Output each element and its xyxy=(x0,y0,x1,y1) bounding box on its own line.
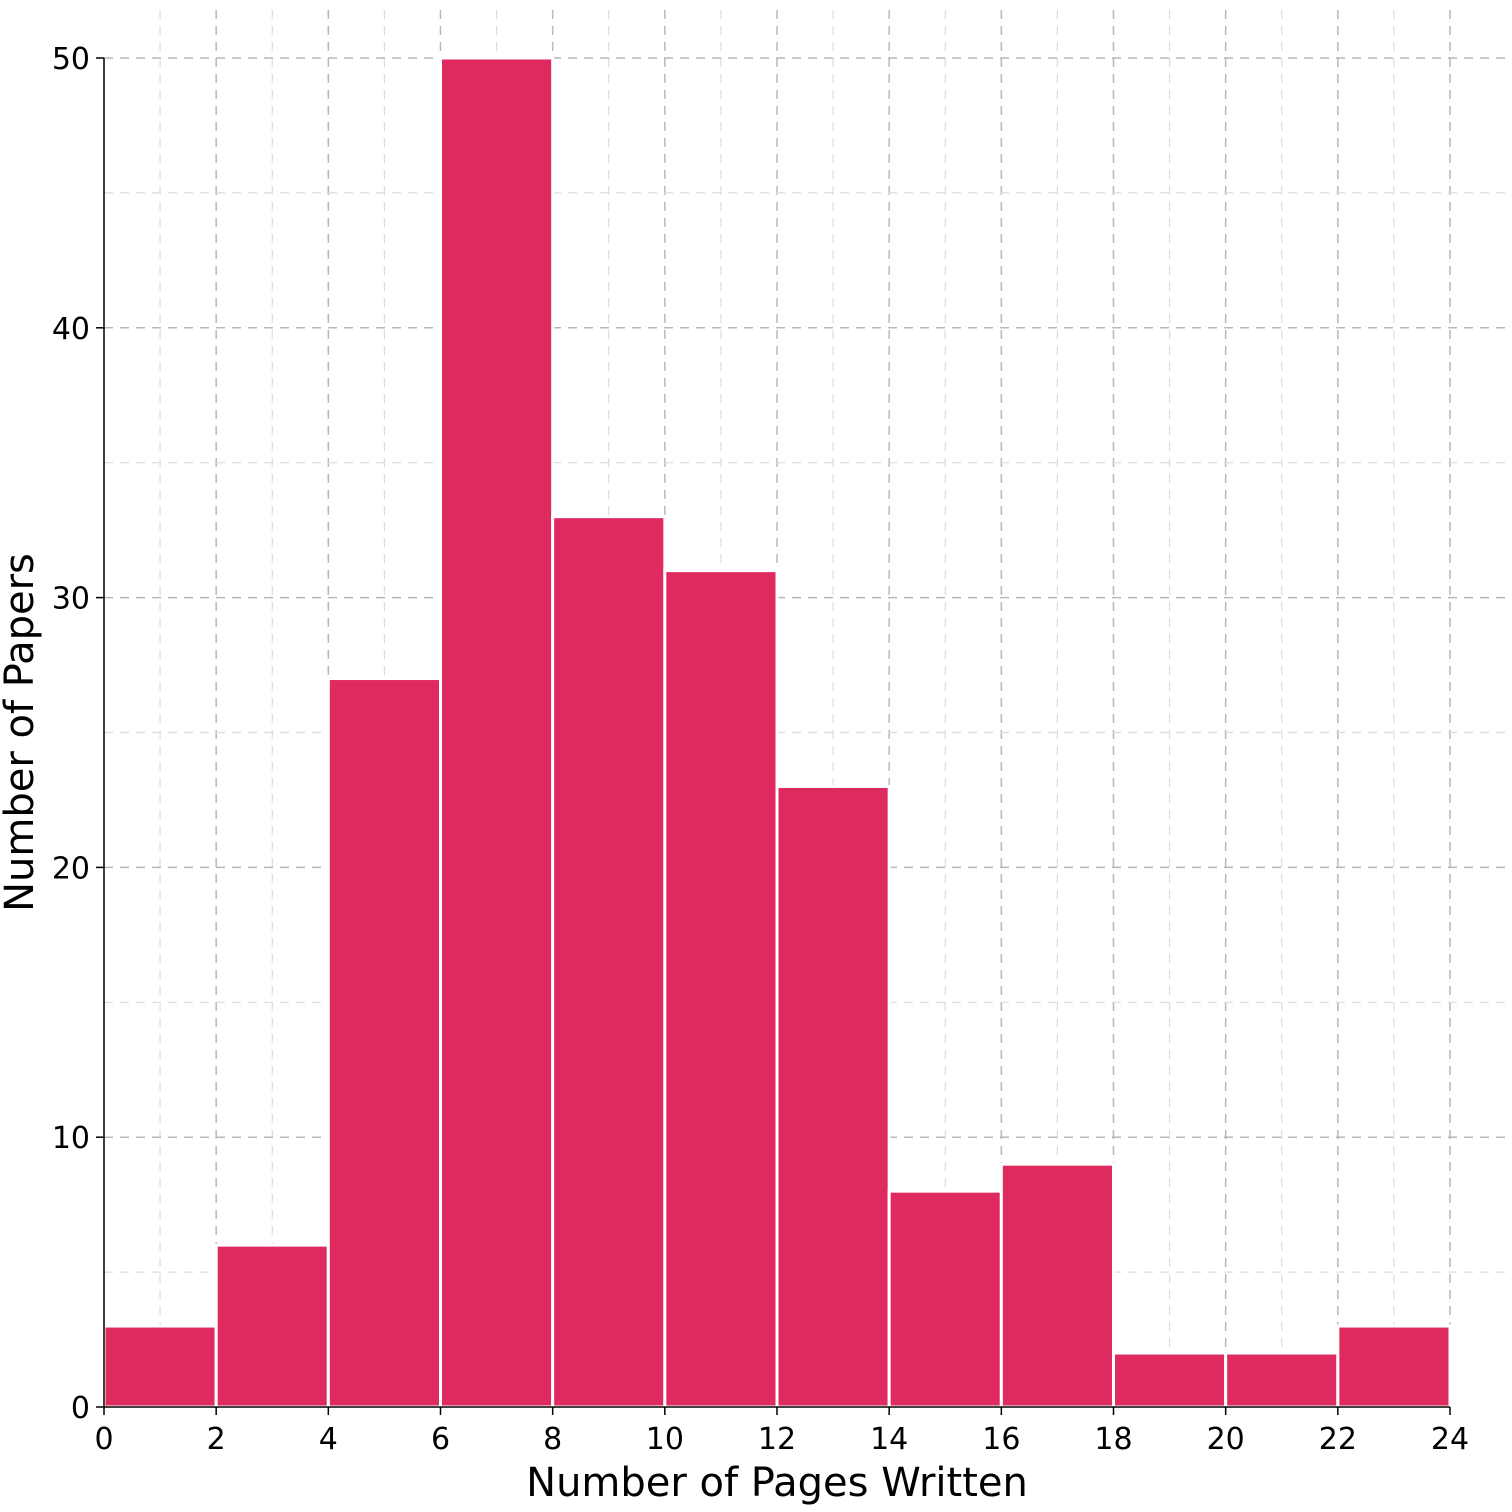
histogram-bar xyxy=(439,56,555,1409)
x-tick-label: 16 xyxy=(982,1422,1020,1457)
x-tick-label: 24 xyxy=(1431,1422,1469,1457)
x-tick-label: 0 xyxy=(94,1422,113,1457)
histogram-bar xyxy=(1224,1351,1340,1409)
x-tick-label: 8 xyxy=(543,1422,562,1457)
histogram-bar xyxy=(1112,1351,1228,1409)
histogram-bar xyxy=(326,677,443,1409)
histogram-bar xyxy=(663,569,779,1409)
y-tick-labels: 0 10 20 30 40 50 xyxy=(52,42,104,1426)
x-tick-label: 18 xyxy=(1094,1422,1132,1457)
y-tick-label: 0 xyxy=(71,1391,90,1426)
histogram-bar xyxy=(551,515,667,1409)
y-tick-label: 40 xyxy=(52,312,90,347)
y-tick-label: 20 xyxy=(52,851,90,886)
y-tick-label: 10 xyxy=(52,1121,90,1156)
bars xyxy=(102,56,1452,1409)
x-tick-label: 4 xyxy=(319,1422,338,1457)
histogram-bar xyxy=(775,784,891,1409)
x-tick-label: 22 xyxy=(1319,1422,1357,1457)
x-tick-labels: 0 2 4 6 8 10 12 14 16 18 20 22 24 xyxy=(94,1407,1469,1457)
x-tick-label: 6 xyxy=(431,1422,450,1457)
histogram-bar xyxy=(1336,1324,1452,1409)
y-axis-title: Number of Papers xyxy=(0,553,43,912)
x-tick-label: 12 xyxy=(758,1422,796,1457)
histogram-bar xyxy=(999,1162,1115,1409)
x-tick-label: 10 xyxy=(646,1422,684,1457)
x-tick-label: 14 xyxy=(870,1422,908,1457)
histogram-bar xyxy=(214,1243,330,1409)
histogram-bar xyxy=(887,1189,1003,1409)
x-axis-title: Number of Pages Written xyxy=(526,1460,1028,1506)
y-tick-label: 30 xyxy=(52,582,90,617)
x-tick-label: 2 xyxy=(207,1422,226,1457)
histogram-bar xyxy=(102,1324,218,1409)
y-tick-label: 50 xyxy=(52,42,90,77)
x-tick-label: 20 xyxy=(1207,1422,1245,1457)
